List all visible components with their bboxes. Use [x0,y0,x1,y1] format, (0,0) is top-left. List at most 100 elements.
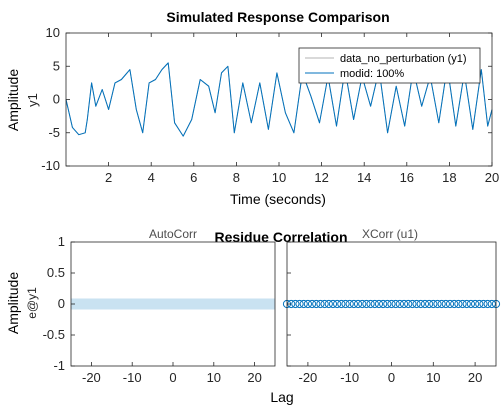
xcorr-marker [333,299,342,309]
xcorr-marker [320,299,329,309]
xcorr-marker [408,299,417,309]
xcorr-marker [387,299,396,309]
xcorr-marker [312,299,321,309]
xcorr-marker [307,299,317,309]
xcorr-marker [316,299,325,309]
top-x-tick-label: 14 [357,170,371,185]
xcorr-marker [429,299,438,309]
xcorr-x-tick-label: -20 [299,370,318,385]
xcorr-marker [471,299,480,309]
top-y-tick-label: 10 [46,25,60,40]
top-x-tick-label: 8 [233,170,240,185]
bottom-y-axis-label: Amplitude [5,272,21,334]
xcorr-marker [458,299,467,309]
xcorr-marker [391,299,400,309]
top-x-tick-label: 18 [442,170,456,185]
top-plot-area: 2 4 6 8 10 12 14 16 18 20 -10 -5 0 5 10 [41,25,499,185]
top-y-tick-label: 5 [53,58,60,73]
xcorr-marker [362,299,371,309]
xcorr-marker [295,299,304,309]
series-line-model [65,62,493,137]
xcorr-marker [374,299,384,309]
top-y-axis-label: Amplitude [5,69,21,131]
xcorr-marker [483,299,492,309]
xcorr-marker [353,299,363,309]
bottom-channel-label: e@y1 [25,287,39,319]
xcorr-x-tick-label: 20 [468,370,482,385]
xcorr-marker [416,299,425,309]
top-y-tick-label: -5 [48,125,60,140]
xcorr-subtitle: XCorr (u1) [362,227,418,241]
bottom-x-axis-label: Lag [270,389,293,405]
xcorr-marker [437,299,446,309]
xcorr-marker [466,299,476,309]
xcorr-marker [450,299,459,309]
autocorr-y-tick-label: 1 [58,234,65,249]
autocorr-panel: -20 -10 0 10 20 -1 -0.5 0 0.5 1 [43,234,276,385]
xcorr-marker [337,299,346,309]
autocorr-x-tick-label: 0 [169,370,176,385]
xcorr-marker [370,299,379,309]
top-y-tick-label: -10 [41,158,60,173]
xcorr-marker [404,299,413,309]
autocorr-x-tick-label: 20 [247,370,261,385]
xcorr-marker [303,299,312,309]
xcorr-marker [475,299,484,309]
xcorr-marker [462,299,471,309]
xcorr-marker [433,299,442,309]
top-x-tick-label: 6 [190,170,197,185]
residue-correlation-chart: Residue Correlation Amplitude e@y1 Lag A… [5,227,501,405]
top-channel-label: y1 [25,93,40,107]
xcorr-marker [487,299,496,309]
xcorr-marker [341,299,350,309]
xcorr-panel: -20 -10 0 10 20 [282,241,501,385]
xcorr-marker [425,299,434,309]
xcorr-marker [420,299,430,309]
xcorr-marker [479,299,488,309]
xcorr-marker [345,299,354,309]
legend-box [298,47,481,84]
xcorr-marker [324,299,333,309]
response-comparison-chart: Simulated Response Comparison Amplitude … [5,9,499,207]
xcorr-marker [349,299,358,309]
xcorr-marker [445,299,455,309]
autocorr-y-tick-label: 0.5 [47,265,65,280]
xcorr-marker [383,299,392,309]
legend: data_no_perturbation (y1) modid: 100% [298,47,481,84]
autocorr-confidence-band [71,298,275,310]
top-x-axis-label: Time (seconds) [230,191,326,207]
autocorr-y-tick-label: -0.5 [43,327,65,342]
autocorr-y-tick-label: 0 [58,296,65,311]
top-x-tick-label: 2 [105,170,112,185]
top-x-tick-label: 20 [485,170,499,185]
autocorr-subtitle: AutoCorr [149,227,197,241]
xcorr-x-tick-label: -10 [340,370,359,385]
legend-label-model: modid: 100% [340,68,404,80]
xcorr-marker [328,299,338,309]
xcorr-marker [379,299,388,309]
top-y-tick-label: 0 [53,92,60,107]
autocorr-x-tick-label: 10 [207,370,221,385]
top-x-tick-label: 4 [148,170,155,185]
xcorr-marker [358,299,367,309]
top-x-tick-label: 10 [272,170,286,185]
xcorr-marker [454,299,463,309]
bottom-chart-title: Residue Correlation [214,229,347,245]
xcorr-marker [412,299,421,309]
legend-label-data: data_no_perturbation (y1) [340,53,467,65]
autocorr-x-tick-label: -10 [123,370,142,385]
xcorr-marker [395,299,404,309]
xcorr-marker [366,299,375,309]
xcorr-marker [399,299,409,309]
xcorr-marker [291,299,300,309]
autocorr-y-tick-label: -1 [53,358,65,373]
xcorr-marker [441,299,450,309]
autocorr-x-tick-label: -20 [82,370,101,385]
xcorr-x-tick-label: 10 [426,370,440,385]
xcorr-x-tick-label: 0 [388,370,395,385]
top-x-tick-label: 16 [400,170,414,185]
xcorr-marker [299,299,308,309]
top-chart-title: Simulated Response Comparison [166,9,389,25]
top-x-tick-label: 12 [314,170,328,185]
